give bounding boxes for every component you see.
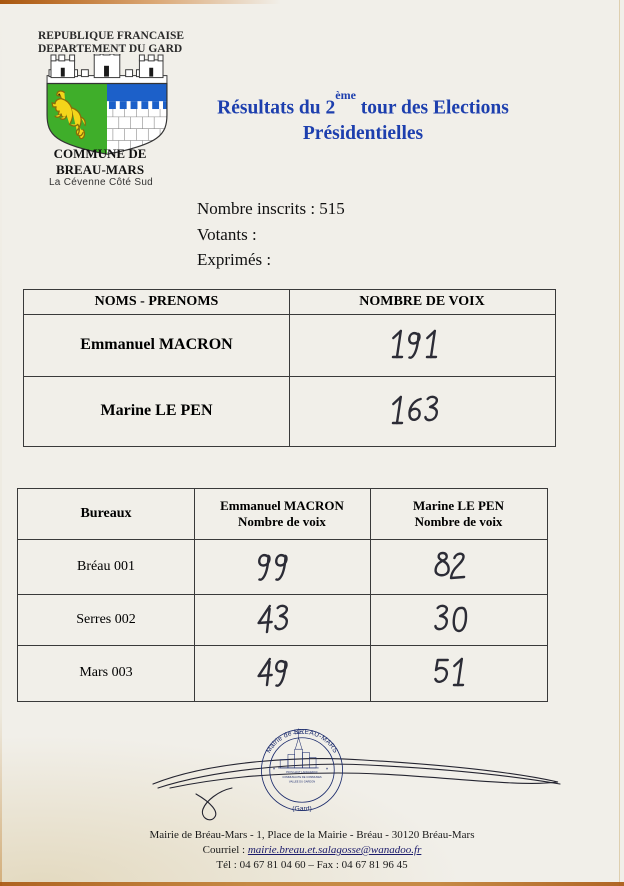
svg-text:COMMUNAUTE DE COMMUNES: COMMUNAUTE DE COMMUNES: [282, 775, 322, 779]
svg-text:*: *: [326, 768, 329, 774]
svg-text:*: *: [273, 768, 276, 774]
svg-text:(Gard): (Gard): [292, 806, 312, 813]
svg-text:PAYS HAUT LANGUEDOC: PAYS HAUT LANGUEDOC: [286, 770, 318, 774]
svg-text:VALLEE DU GARDON: VALLEE DU GARDON: [289, 779, 315, 783]
